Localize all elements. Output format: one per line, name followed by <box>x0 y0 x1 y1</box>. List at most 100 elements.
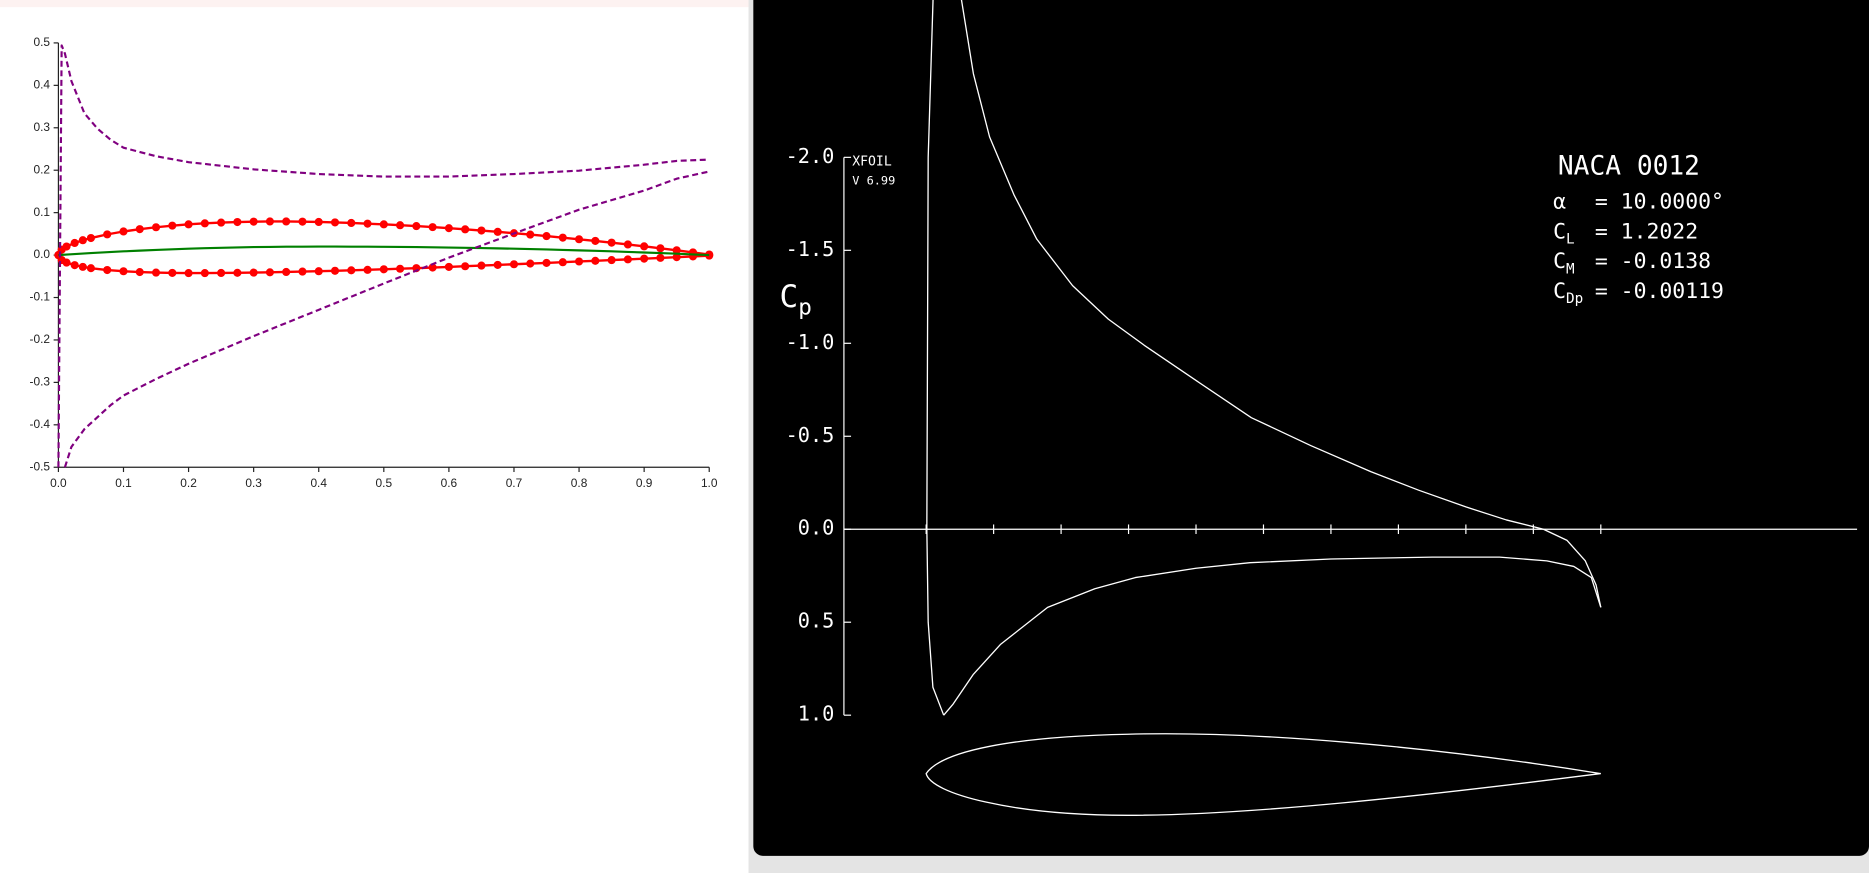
x-tick-label: 0.2 <box>180 476 197 490</box>
point <box>330 266 340 275</box>
x-tick-label: 0.9 <box>636 476 653 490</box>
y-tick-label: 0.0 <box>798 516 835 540</box>
y-tick-label: 0.0 <box>34 247 51 261</box>
point <box>542 232 551 241</box>
y-tick-label: -2.0 <box>786 144 835 168</box>
point <box>265 217 274 226</box>
point <box>314 267 323 276</box>
airfoil-chart: -0.5 -0.4 -0.3 -0.2 -0.1 0.0 0.1 0.2 0.3 0.4 0.5 0.… <box>30 35 718 490</box>
point <box>672 253 681 262</box>
y-tick-label: -0.2 <box>30 332 51 346</box>
y-tick-label: -1.5 <box>786 237 835 261</box>
annotation: CDp = -0.00119 <box>1553 279 1724 307</box>
point <box>298 267 307 276</box>
point <box>575 235 584 244</box>
point <box>62 258 71 267</box>
point <box>623 255 632 264</box>
annotation-symbol: C <box>1553 279 1566 304</box>
point <box>493 227 502 236</box>
cp-title: NACA 0012 <box>1558 151 1700 181</box>
annotation-subscript: M <box>1566 261 1575 277</box>
y-tick-label: 0.5 <box>798 609 835 633</box>
point <box>672 246 681 255</box>
point <box>103 230 112 239</box>
point <box>233 217 242 227</box>
y-tick-label: 0.2 <box>34 162 51 176</box>
point <box>461 225 470 234</box>
point <box>184 220 193 229</box>
point <box>396 264 405 273</box>
point <box>249 217 258 226</box>
y-axis-label: Cp <box>780 278 812 320</box>
point <box>363 265 372 274</box>
point <box>217 268 226 278</box>
point <box>62 242 71 251</box>
y-tick-label: 0.4 <box>34 77 51 91</box>
y-tick-label: 0.5 <box>34 35 51 49</box>
point <box>217 218 226 227</box>
dashed-line <box>63 170 710 468</box>
point <box>282 267 291 277</box>
point <box>542 258 551 267</box>
point <box>86 233 95 243</box>
point <box>265 268 274 277</box>
point <box>493 260 502 269</box>
y-label-subscript: p <box>798 294 812 320</box>
point <box>135 225 144 234</box>
point <box>233 268 242 277</box>
point <box>363 219 372 228</box>
top-strip <box>0 0 754 8</box>
x-tick-label: 0.4 <box>310 476 327 490</box>
series-line <box>943 556 1602 716</box>
point <box>509 260 519 269</box>
y-tick-label: 1.0 <box>798 702 835 726</box>
y-label-symbol: C <box>780 278 799 314</box>
point <box>526 259 535 268</box>
point <box>135 268 144 277</box>
point <box>119 227 128 236</box>
point <box>78 236 87 245</box>
point <box>640 242 649 251</box>
point <box>119 267 128 276</box>
y-tick-label: -0.5 <box>786 423 835 447</box>
badge-name: XFOIL <box>852 155 892 170</box>
annotation-symbol: C <box>1553 249 1566 274</box>
annotation: CL = 1.2022 <box>1553 219 1698 247</box>
annotation: α = 10.0000° <box>1553 190 1724 215</box>
y-tick-label: 0.3 <box>34 120 51 134</box>
point <box>444 262 453 271</box>
y-tick-label: 0.1 <box>34 205 51 219</box>
annotation-subscript: L <box>1566 232 1575 248</box>
point <box>200 219 209 228</box>
point <box>298 217 307 226</box>
point <box>168 268 177 277</box>
point <box>428 223 437 232</box>
point <box>347 218 356 228</box>
point <box>477 226 486 235</box>
point <box>412 222 421 231</box>
point <box>379 220 388 229</box>
annotation-value: = -0.00119 <box>1595 279 1724 304</box>
y-tick-label: -1.0 <box>786 330 835 354</box>
point <box>200 269 209 278</box>
point <box>477 261 486 270</box>
point <box>249 268 258 277</box>
annotation-symbol: C <box>1553 219 1566 244</box>
airfoil-outline <box>925 733 1601 816</box>
x-tick-label: 1.0 <box>701 476 718 490</box>
point <box>86 264 95 273</box>
point <box>591 236 600 245</box>
point <box>607 256 616 265</box>
point <box>656 253 665 262</box>
point <box>78 262 87 271</box>
point <box>640 254 649 263</box>
x-tick-label: 0.3 <box>245 476 262 490</box>
point <box>347 266 356 275</box>
y-tick-label: -0.5 <box>30 459 51 473</box>
point <box>282 217 291 226</box>
point <box>705 251 714 260</box>
annotation: CM = -0.0138 <box>1553 249 1711 277</box>
point <box>558 258 567 267</box>
point <box>103 265 112 275</box>
